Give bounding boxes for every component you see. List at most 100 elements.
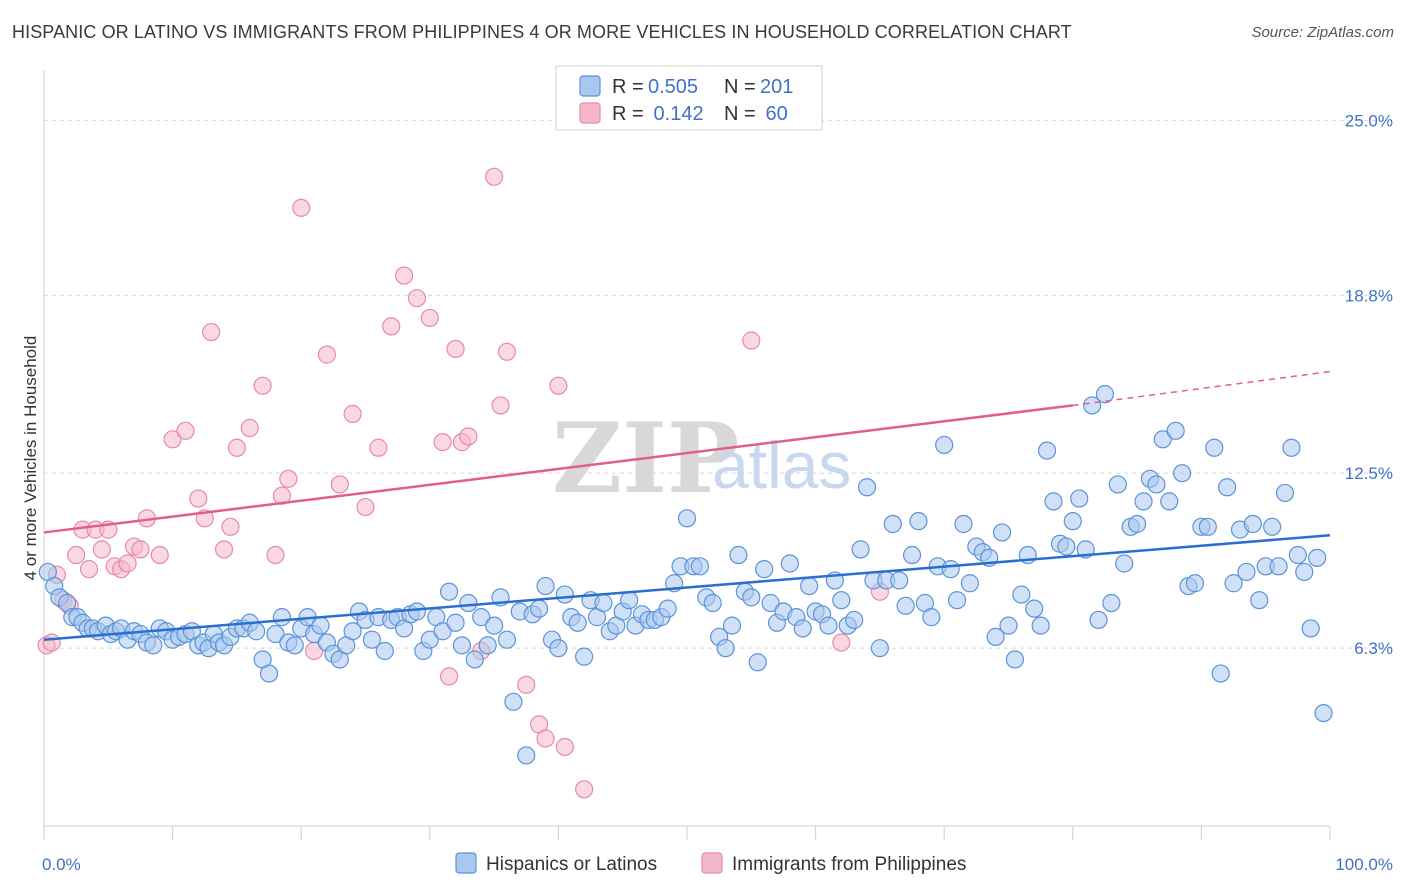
hispanic-point: [144, 636, 163, 655]
hispanic-point: [1108, 475, 1127, 494]
hispanic-point: [857, 478, 877, 497]
hispanic-point: [272, 608, 292, 627]
hispanic-point: [1037, 441, 1057, 460]
philippines-point: [67, 545, 86, 565]
hispanic-point: [1057, 537, 1076, 556]
hispanic-point: [620, 591, 639, 610]
philippines-point: [407, 289, 427, 308]
hispanic-point: [1250, 591, 1269, 610]
hispanic-point: [266, 624, 285, 644]
legend-r-value-2: 0.142: [648, 103, 704, 125]
hispanic-point: [1275, 483, 1295, 503]
hispanic-point: [1166, 421, 1185, 440]
legend-n-label-1: N =: [724, 76, 756, 98]
hispanic-point: [343, 622, 362, 641]
hispanic-point: [1160, 492, 1179, 511]
philippines-point: [491, 396, 510, 415]
philippines-point: [292, 198, 311, 217]
hispanic-point: [690, 557, 709, 576]
hispanic-point: [362, 630, 382, 649]
philippines-point: [485, 167, 504, 186]
axes: [43, 70, 1331, 840]
hispanic-point: [530, 599, 549, 618]
hispanic-point: [439, 582, 459, 601]
legend-r-label-1: R =: [612, 76, 644, 98]
y-axis-label: 4 or more Vehicles in Household: [21, 336, 40, 581]
legend-r-value-1: 0.505: [648, 76, 698, 98]
philippines-point: [330, 475, 349, 494]
philippines-point: [517, 675, 536, 694]
y-tick-label: 25.0%: [1345, 111, 1393, 130]
philippines-point: [150, 545, 169, 565]
hispanic-point: [832, 591, 851, 610]
tick-labels: 6.3% 12.5% 18.8% 25.0% 0.0% 100.0%: [42, 111, 1393, 874]
hispanic-point: [478, 636, 497, 655]
philippines-point: [131, 540, 150, 559]
hispanic-point: [1282, 438, 1301, 457]
hispanic-point: [742, 588, 761, 607]
hispanic-point: [1301, 619, 1320, 638]
x-tick-label-right: 100.0%: [1335, 855, 1393, 874]
hispanic-point: [420, 630, 439, 649]
hispanic-point: [1288, 545, 1307, 565]
philippines-point: [92, 540, 111, 559]
hispanic-point: [896, 596, 915, 615]
hispanic-trend-line: [43, 534, 1331, 641]
hispanic-point: [1295, 562, 1314, 582]
philippines-point: [227, 438, 246, 457]
philippines-point: [221, 517, 240, 536]
philippines-point: [79, 560, 99, 579]
bottom-legend-label-hispanic: Hispanics or Latinos: [486, 854, 657, 875]
hispanic-point: [1044, 492, 1063, 511]
hispanic-point: [1115, 554, 1134, 573]
hispanic-point: [1263, 517, 1282, 536]
hispanic-point: [986, 627, 1005, 646]
hispanic-point: [1095, 385, 1115, 404]
philippines-point: [575, 780, 594, 799]
watermark-atlas: atlas: [712, 428, 851, 502]
philippines-point: [118, 554, 137, 573]
hispanic-point: [935, 435, 954, 455]
hispanic-point: [407, 602, 427, 621]
legend-swatch-pink: [579, 102, 601, 124]
hispanic-point: [1153, 430, 1172, 449]
hispanic-point: [259, 664, 279, 683]
source-credit: Source: ZipAtlas.com: [1251, 24, 1394, 41]
hispanic-point: [1082, 396, 1102, 415]
series-philippines-points: [37, 167, 890, 799]
legend-box: R = 0.505 N = 201 R = 0.142 N = 60: [555, 65, 823, 131]
hispanic-point: [658, 599, 677, 618]
hispanic-point: [1218, 478, 1237, 497]
hispanic-point: [722, 616, 742, 635]
hispanic-point: [497, 630, 517, 649]
philippines-point: [240, 418, 259, 438]
hispanic-point: [1025, 599, 1044, 618]
hispanic-point: [845, 610, 864, 630]
hispanic-point: [947, 591, 967, 610]
philippines-point: [279, 469, 298, 488]
philippines-point: [549, 376, 568, 395]
philippines-point: [497, 342, 517, 361]
hispanic-point: [452, 636, 472, 655]
series-hispanic-points: [38, 385, 1333, 765]
hispanic-point: [1185, 574, 1205, 593]
legend-n-label-2: N =: [724, 103, 756, 125]
trend-lines: [43, 370, 1331, 641]
philippines-point: [202, 322, 221, 342]
hispanic-point: [536, 576, 555, 596]
hispanic-point: [729, 545, 748, 565]
hispanic-point: [1005, 650, 1025, 669]
y-tick-label: 6.3%: [1354, 639, 1393, 658]
hispanic-point: [851, 540, 870, 559]
hispanic-point: [992, 523, 1012, 542]
philippines-point: [253, 376, 272, 395]
philippines-point: [420, 308, 439, 328]
hispanic-point: [1102, 593, 1121, 613]
philippines-point: [382, 317, 401, 336]
hispanic-point: [819, 616, 838, 635]
hispanic-point: [465, 650, 484, 669]
hispanic-point: [703, 593, 722, 613]
legend-n-value-2: 60: [760, 103, 788, 125]
hispanic-point: [568, 613, 587, 632]
